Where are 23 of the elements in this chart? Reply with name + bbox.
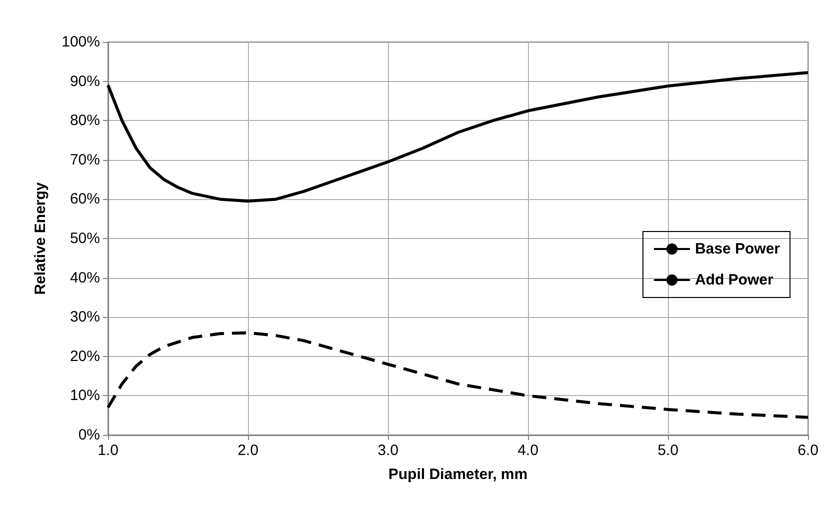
y-tick-label: 100% <box>62 34 100 50</box>
x-tick-label: 2.0 <box>238 442 258 459</box>
y-tick-label: 80% <box>70 112 100 130</box>
line-series <box>106 71 810 203</box>
x-tick-label: 4.0 <box>518 442 538 459</box>
y-tick-label: 40% <box>70 269 100 286</box>
x-tick-label: 1.0 <box>98 442 118 459</box>
y-tick-label: 0% <box>78 426 100 444</box>
x-axis-title: Pupil Diameter, mm <box>388 466 528 483</box>
y-axis-title: Relative Energy <box>32 182 49 295</box>
x-tick-label: 5.0 <box>658 442 678 459</box>
y-tick-label: 10% <box>70 387 100 404</box>
x-tick-label: 6.0 <box>798 442 818 459</box>
y-tick-label: 60% <box>70 190 100 208</box>
y-tick-label: 20% <box>70 348 100 365</box>
legend-label: Base Power <box>694 240 780 258</box>
line-series <box>106 331 810 419</box>
legend-label: Add Power <box>694 272 774 288</box>
y-tick-label: 30% <box>70 308 100 326</box>
y-tick-label: 70% <box>70 151 100 168</box>
y-tick-label: 90% <box>70 72 100 90</box>
y-tick-label: 50% <box>70 230 100 247</box>
x-tick-label: 3.0 <box>378 442 398 459</box>
